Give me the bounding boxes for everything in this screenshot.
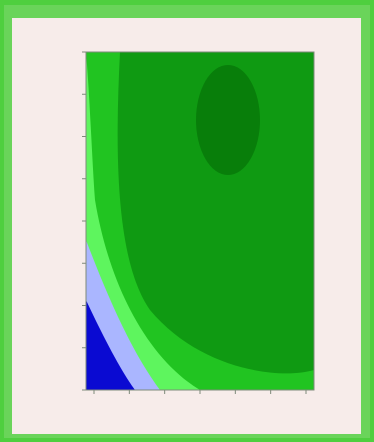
x-axis [93, 390, 307, 394]
level-band-2 [117, 52, 314, 374]
y-axis [82, 51, 86, 391]
plot-area [86, 52, 314, 390]
level-band-1 [196, 65, 260, 175]
